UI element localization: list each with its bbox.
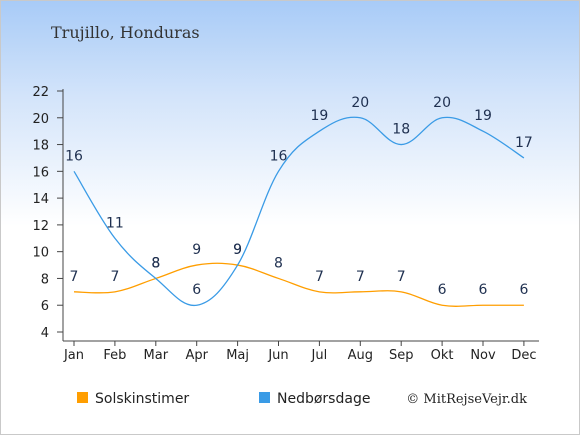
axes — [62, 89, 539, 342]
data-label-solskinstimer: 9 — [192, 242, 201, 258]
y-tick-label: 6 — [41, 299, 49, 314]
data-label-nedborsdage: 20 — [433, 95, 451, 111]
series-line-nedborsdage — [73, 116, 525, 306]
data-label-solskinstimer: 6 — [438, 282, 447, 298]
data-label-solskinstimer: 7 — [70, 269, 79, 285]
y-tick-label: 4 — [41, 326, 49, 341]
x-tick-label: Jul — [311, 348, 328, 363]
chart-title: Trujillo, Honduras — [51, 23, 200, 42]
legend: Solskinstimer Nedbørsdage — [77, 391, 370, 407]
x-tick-label: Jan — [63, 348, 84, 363]
data-label-nedborsdage: 8 — [151, 255, 160, 271]
x-tick-label: Sep — [389, 348, 414, 363]
y-tick-label: 14 — [32, 192, 49, 207]
x-tick-label: Jun — [267, 348, 288, 363]
data-label-nedborsdage: 16 — [65, 148, 83, 164]
data-label-solskinstimer: 9 — [233, 242, 242, 258]
y-tick-label: 22 — [32, 85, 49, 100]
data-label-solskinstimer: 6 — [479, 282, 488, 298]
data-label-nedborsdage: 11 — [106, 215, 124, 231]
data-label-solskinstimer: 7 — [397, 269, 406, 285]
x-tick-label: Dec — [511, 348, 536, 363]
y-tick-label: 8 — [41, 272, 49, 287]
y-tick-label: 16 — [32, 165, 49, 180]
data-label-solskinstimer: 6 — [519, 282, 528, 298]
data-label-nedborsdage: 18 — [392, 122, 410, 138]
data-label-nedborsdage: 6 — [192, 282, 201, 298]
data-label-nedborsdage: 9 — [233, 242, 242, 258]
legend-label-solskinstimer: Solskinstimer — [95, 391, 189, 407]
x-tick-label: Mar — [144, 348, 169, 363]
x-tick-label: Nov — [470, 348, 496, 363]
x-tick-label: Feb — [103, 348, 126, 363]
data-label-nedborsdage: 20 — [351, 95, 369, 111]
credit-text: © MitRejseVejr.dk — [406, 392, 527, 407]
legend-swatch-nedborsdage — [259, 392, 270, 403]
x-ticks: Jan Feb Mar Apr Maj Jun Jul Aug Sep Okt Nov Dec — [63, 341, 536, 363]
data-label-nedborsdage: 17 — [515, 135, 533, 151]
y-tick-label: 10 — [32, 246, 49, 261]
legend-label-nedborsdage: Nedbørsdage — [277, 391, 370, 407]
y-tick-label: 20 — [32, 112, 49, 127]
x-tick-label: Okt — [431, 348, 454, 363]
data-label-nedborsdage: 19 — [310, 108, 328, 124]
legend-swatch-solskinstimer — [77, 392, 88, 403]
x-tick-label: Aug — [348, 348, 373, 363]
data-label-solskinstimer: 7 — [356, 269, 365, 285]
y-tick-label: 18 — [32, 139, 49, 154]
y-tick-label: 12 — [32, 219, 49, 234]
data-label-solskinstimer: 8 — [274, 255, 283, 271]
data-label-nedborsdage: 16 — [270, 148, 288, 164]
y-ticks: 4 6 8 10 12 14 16 18 20 22 — [32, 85, 63, 341]
series-lines — [73, 116, 525, 307]
data-label-solskinstimer: 7 — [315, 269, 324, 285]
series-line-solskinstimer — [73, 262, 524, 307]
x-tick-label: Maj — [226, 348, 249, 363]
data-label-solskinstimer: 7 — [110, 269, 119, 285]
x-tick-label: Apr — [185, 348, 208, 363]
data-label-solskinstimer: 8 — [151, 255, 160, 271]
data-label-nedborsdage: 19 — [474, 108, 492, 124]
